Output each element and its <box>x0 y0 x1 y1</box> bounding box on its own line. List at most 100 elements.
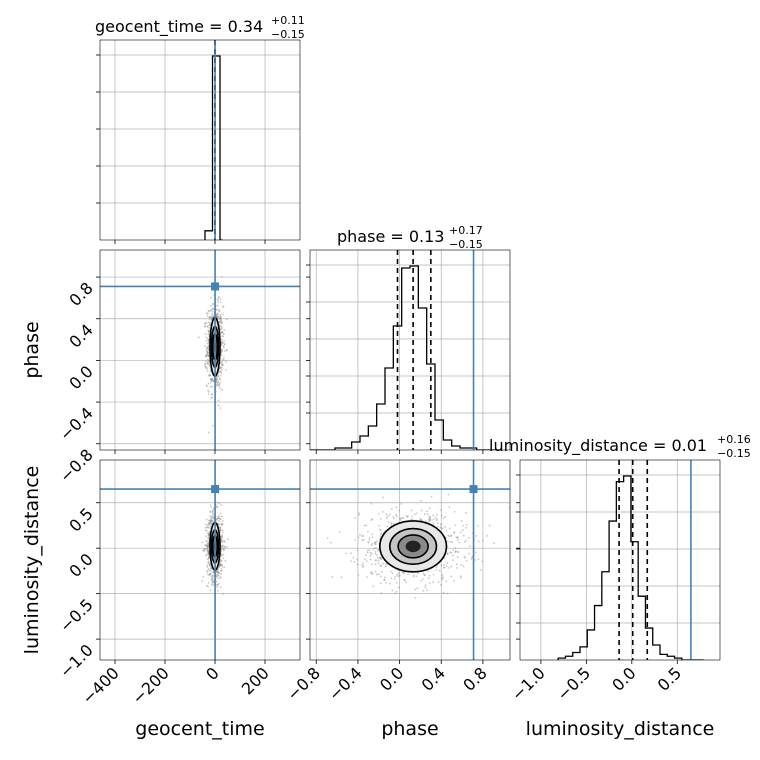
sample-point <box>447 534 450 537</box>
sample-point <box>417 572 419 575</box>
sample-point <box>426 589 428 592</box>
sample-point <box>209 504 212 507</box>
sample-point <box>207 556 210 559</box>
sample-point <box>207 544 209 547</box>
panel-phase-vs-geocent-time: −0.8−0.4 0.0 0.4 0.8 <box>56 249 301 486</box>
sample-point <box>209 370 212 373</box>
sample-point <box>212 512 214 515</box>
sample-point <box>208 534 211 536</box>
sample-point <box>219 576 222 579</box>
panel-content <box>100 460 300 660</box>
sample-point <box>221 367 223 369</box>
truth-marker <box>211 485 220 494</box>
sample-point <box>374 570 377 573</box>
title-phase: phase = 0.13 <box>337 227 444 246</box>
sample-point <box>220 350 223 353</box>
sample-point <box>420 580 423 582</box>
sample-point <box>429 516 432 519</box>
sample-point <box>206 532 209 535</box>
sample-point <box>450 565 453 568</box>
sample-point <box>382 496 384 499</box>
sample-point <box>377 559 380 562</box>
sample-point <box>391 572 394 575</box>
sample-point <box>203 322 206 325</box>
sample-point <box>208 524 211 526</box>
sample-point <box>211 577 214 580</box>
sample-point <box>209 567 212 570</box>
sample-point <box>206 312 209 315</box>
sample-point <box>204 345 206 347</box>
sample-point <box>400 503 403 505</box>
sample-point <box>210 573 212 576</box>
sample-point <box>399 519 402 521</box>
sample-point <box>208 519 210 522</box>
sample-point <box>442 517 445 520</box>
sample-point <box>442 576 444 579</box>
sample-point <box>392 523 395 525</box>
sample-point <box>211 385 214 388</box>
sample-point <box>220 320 223 322</box>
sample-point <box>356 558 358 561</box>
xtick-label-geocent-time-0: 0 <box>202 663 223 684</box>
sample-point <box>206 524 209 527</box>
sample-point <box>380 518 382 520</box>
sample-point <box>460 564 463 567</box>
sample-point <box>207 431 210 434</box>
sample-point <box>219 370 222 373</box>
sample-point <box>406 515 409 518</box>
sample-point <box>217 515 220 518</box>
sample-point <box>219 366 222 369</box>
sample-point <box>398 509 401 512</box>
sample-point <box>397 575 400 578</box>
sample-point <box>212 315 215 317</box>
xtick-label-geocent-time--200: −200 <box>128 663 173 708</box>
sample-point <box>221 342 224 344</box>
sample-point <box>215 314 218 317</box>
sample-point <box>205 554 207 557</box>
sample-point <box>470 557 473 560</box>
sample-point <box>441 576 444 579</box>
sample-point <box>452 549 455 552</box>
sample-point <box>435 568 437 571</box>
sample-point <box>468 545 471 548</box>
sample-point <box>220 325 223 328</box>
sample-point <box>454 551 457 553</box>
sample-point <box>217 315 220 318</box>
sample-point <box>441 574 444 576</box>
sample-point <box>367 530 369 533</box>
sample-point <box>220 535 223 538</box>
panel-content <box>310 250 510 450</box>
sample-point <box>211 313 214 315</box>
sample-point <box>350 552 352 555</box>
sample-point <box>204 333 207 335</box>
panel-content <box>100 250 300 450</box>
sample-point <box>215 315 218 318</box>
sample-point <box>204 355 207 358</box>
sample-point <box>464 512 467 514</box>
sample-point <box>217 315 219 318</box>
sample-point <box>208 522 211 525</box>
sample-point <box>369 554 372 557</box>
sample-point <box>204 362 206 365</box>
panel-titles: geocent_time = 0.34 phase = 0.13 luminos… <box>95 14 751 460</box>
sample-point <box>208 361 211 364</box>
sample-point <box>220 538 223 541</box>
xtick-label-luminosity-distance-0.5: 0.5 <box>654 663 685 694</box>
sample-point <box>204 363 206 366</box>
sample-point <box>397 586 400 589</box>
sample-point <box>211 316 214 319</box>
sample-point <box>220 523 223 526</box>
sample-point <box>395 515 398 518</box>
sample-point <box>223 343 226 346</box>
sample-point <box>220 572 222 575</box>
sample-point <box>221 554 223 557</box>
sample-point <box>221 545 224 548</box>
sample-point <box>444 516 446 518</box>
sample-point <box>422 572 425 575</box>
sample-point <box>211 379 214 382</box>
sample-point <box>205 584 208 587</box>
sample-point <box>215 575 218 578</box>
sample-point <box>210 578 213 581</box>
sample-point <box>220 275 223 278</box>
sample-point <box>395 506 398 509</box>
